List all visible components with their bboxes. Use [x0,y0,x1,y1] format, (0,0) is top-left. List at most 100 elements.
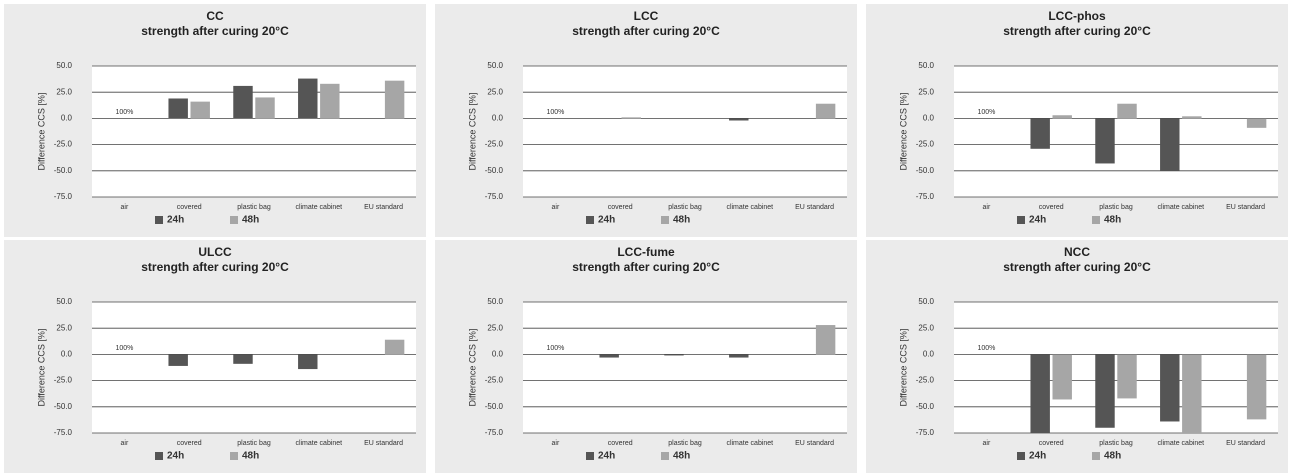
y-tick-label: -75.0 [54,192,73,201]
bar [1117,354,1137,399]
legend-label: 24h [598,451,615,462]
bar [1246,354,1267,420]
chart-subtitle: strength after curing 20°C [1003,260,1151,274]
legend-label: 24h [1029,451,1046,462]
x-tick-label: climate cabinet [1157,440,1204,447]
y-tick-label: -50.0 [54,402,73,411]
legend-label: 48h [673,215,690,226]
bar [1030,354,1050,433]
x-tick-label: covered [177,440,202,447]
y-axis-label: Difference CCS [%] [898,93,908,171]
bar [1095,354,1115,428]
legend-label: 48h [242,215,259,226]
bar [1182,354,1202,433]
y-axis-label: Difference CCS [%] [898,329,908,407]
legend-label: 48h [242,451,259,462]
annotation: 100% [546,109,564,116]
bar [1160,118,1180,171]
x-tick-label: air [552,204,560,211]
y-tick-label: -25.0 [916,140,935,149]
bar [168,354,188,366]
legend-label: 48h [673,451,690,462]
x-tick-label: climate cabinet [1157,204,1204,211]
y-tick-label: -50.0 [485,402,504,411]
y-tick-label: -75.0 [485,192,504,201]
legend-label: 24h [598,215,615,226]
y-tick-label: -25.0 [54,140,73,149]
legend-swatch [586,452,594,460]
y-tick-label: 50.0 [56,297,72,306]
legend-swatch [586,216,594,224]
legend-label: 24h [167,215,184,226]
x-tick-label: climate cabinet [295,204,342,211]
x-tick-label: plastic bag [237,204,271,211]
chart-title: CC [206,9,224,23]
bar [621,117,641,119]
x-tick-label: EU standard [1226,204,1265,211]
y-tick-label: 50.0 [918,61,934,70]
y-axis-label: Difference CCS [%] [467,329,477,407]
y-tick-label: 25.0 [56,323,72,332]
y-tick-label: -25.0 [485,376,504,385]
legend-swatch [1092,452,1100,460]
plot-area [92,302,416,433]
x-tick-label: EU standard [795,204,834,211]
bar [664,354,684,356]
x-tick-label: air [983,440,991,447]
x-tick-label: plastic bag [1099,204,1133,211]
y-tick-label: -25.0 [485,140,504,149]
bar [233,85,253,119]
legend-label: 24h [1029,215,1046,226]
y-tick-label: -50.0 [916,166,935,175]
plot-area [954,302,1278,433]
y-tick-label: 50.0 [487,61,503,70]
x-tick-label: climate cabinet [295,440,342,447]
x-tick-label: plastic bag [237,440,271,447]
annotation: 100% [977,109,995,116]
bar [320,83,340,119]
chart-title: LCC [634,9,659,23]
x-tick-label: air [983,204,991,211]
plot-area [523,66,847,197]
bar [190,101,210,119]
y-tick-label: 50.0 [918,297,934,306]
chart-subtitle: strength after curing 20°C [141,24,289,38]
y-tick-label: 25.0 [56,87,72,96]
bar [1182,116,1202,119]
x-tick-label: EU standard [364,440,403,447]
chart-subtitle: strength after curing 20°C [1003,24,1151,38]
bar [1117,103,1137,119]
x-tick-label: covered [608,440,633,447]
bar [298,354,318,370]
y-tick-label: -50.0 [485,166,504,175]
chart-title: ULCC [198,245,232,259]
plot-area [954,66,1278,197]
annotation: 100% [115,109,133,116]
x-tick-label: EU standard [1226,440,1265,447]
legend-swatch [1092,216,1100,224]
y-axis-label: Difference CCS [%] [467,93,477,171]
x-tick-label: covered [177,204,202,211]
annotation: 100% [546,345,564,352]
legend-swatch [661,452,669,460]
bar [384,80,405,119]
x-tick-label: plastic bag [668,440,702,447]
chart-title: LCC-fume [617,245,675,259]
y-tick-label: 25.0 [487,87,503,96]
y-axis-label: Difference CCS [%] [36,93,46,171]
bar [255,97,275,119]
y-tick-label: -50.0 [916,402,935,411]
x-tick-label: air [121,440,129,447]
legend-swatch [1017,216,1025,224]
chart-subtitle: strength after curing 20°C [141,260,289,274]
plot-area [523,302,847,433]
bar [168,98,188,119]
x-tick-label: plastic bag [668,204,702,211]
